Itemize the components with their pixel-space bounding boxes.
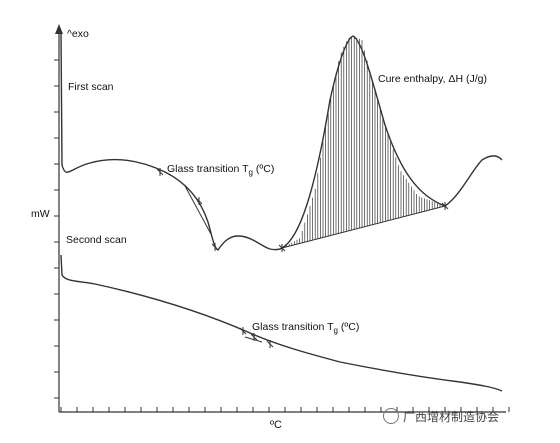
annotation-glass-transition-first: Glass transition Tg (ºC) bbox=[167, 163, 275, 178]
watermark-text: 广西增材制造协会 bbox=[403, 410, 500, 424]
tg1-mid-marker bbox=[195, 197, 203, 205]
tg2-end-marker bbox=[266, 340, 274, 348]
tg1-end-marker bbox=[211, 243, 219, 251]
axes bbox=[55, 24, 506, 413]
watermark: 广西增材制造协会 bbox=[383, 408, 499, 425]
wechat-logo-icon bbox=[383, 408, 399, 424]
annotation-markers bbox=[156, 168, 449, 348]
y-axis-label: mW bbox=[31, 208, 50, 220]
second-scan-line bbox=[60, 254, 503, 392]
cure-enthalpy-baseline bbox=[281, 205, 446, 249]
tg2-onset-marker bbox=[239, 327, 247, 335]
cure-onset-marker bbox=[278, 244, 286, 252]
tg2-tangent-line bbox=[244, 336, 263, 343]
curves bbox=[60, 32, 503, 392]
annotation-cure-enthalpy: Cure enthalpy, ΔH (J/g) bbox=[378, 73, 487, 85]
y-axis-arrow bbox=[55, 24, 63, 34]
first-scan-line bbox=[60, 32, 503, 251]
y-direction-label: ^exo bbox=[67, 28, 89, 40]
series-label-second-scan: Second scan bbox=[66, 234, 127, 246]
x-axis-label: ºC bbox=[270, 419, 282, 431]
tg1-onset-marker bbox=[156, 168, 164, 176]
annotation-glass-transition-second: Glass transition Tg (ºC) bbox=[252, 321, 360, 336]
series-label-first-scan: First scan bbox=[68, 81, 114, 93]
cure-end-marker bbox=[441, 202, 449, 210]
cure-enthalpy-hatch bbox=[286, 36, 443, 247]
x-axis-ticks bbox=[54, 59, 510, 412]
tg1-tangent-line bbox=[184, 185, 213, 237]
